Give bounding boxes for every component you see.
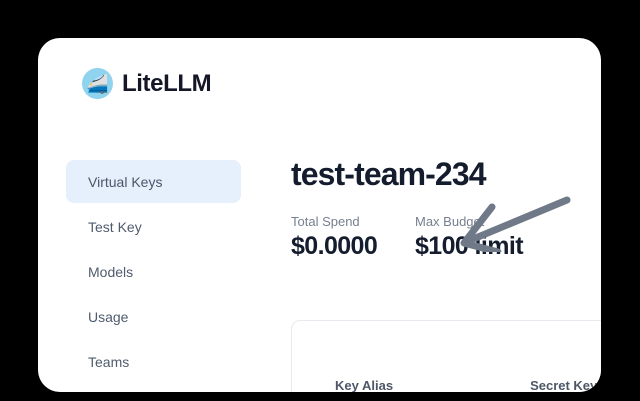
column-header-key-alias: Key Alias (335, 378, 394, 392)
main-content: test-team-234 Total Spend $0.0000 Max Bu… (253, 150, 601, 392)
column-header-secret-key: Secret Key (530, 378, 598, 392)
stats-row: Total Spend $0.0000 Max Budget $100 limi… (291, 214, 601, 260)
sidebar-item-test-key[interactable]: Test Key (66, 205, 241, 248)
stat-value: $0.0000 (291, 231, 378, 260)
brand-name: LiteLLM (122, 69, 212, 97)
panel-body: Virtual Keys Test Key Models Usage Teams… (38, 150, 601, 392)
sidebar-item-usage[interactable]: Usage (66, 295, 241, 338)
sidebar-item-label: Test Key (88, 218, 142, 235)
keys-table-card: Key Alias Secret Key (291, 320, 601, 392)
brand-logo: 🚄 LiteLLM (82, 68, 212, 99)
sidebar: Virtual Keys Test Key Models Usage Teams (38, 150, 253, 392)
sidebar-item-label: Usage (88, 308, 129, 325)
sidebar-item-label: Virtual Keys (88, 173, 163, 190)
page-title: test-team-234 (291, 156, 487, 192)
sidebar-item-virtual-keys[interactable]: Virtual Keys (66, 160, 241, 203)
bullet-train-icon: 🚄 (82, 68, 113, 99)
stat-label: Total Spend (291, 214, 360, 229)
keys-table-header-row: Key Alias Secret Key (292, 369, 601, 392)
app-panel: 🚄 LiteLLM Virtual Keys Test Key Models U… (38, 38, 601, 392)
stat-max-budget: Max Budget $100 limit (415, 214, 524, 260)
sidebar-item-label: Teams (88, 353, 130, 370)
sidebar-item-teams[interactable]: Teams (66, 340, 241, 383)
sidebar-item-models[interactable]: Models (66, 250, 241, 293)
stat-label: Max Budget (415, 214, 485, 229)
stat-value: $100 limit (415, 231, 524, 260)
stat-total-spend: Total Spend $0.0000 (291, 214, 415, 260)
sidebar-item-label: Models (88, 263, 134, 280)
